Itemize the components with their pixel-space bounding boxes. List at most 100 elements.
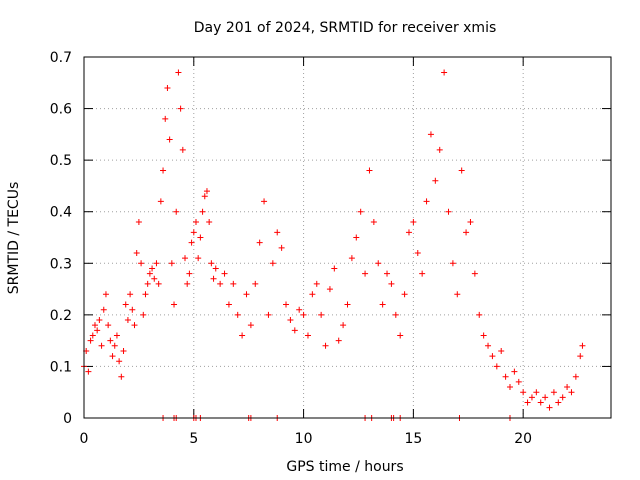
y-tick-label: 0.7: [50, 50, 72, 66]
data-point: [384, 270, 391, 277]
data-point: [520, 389, 527, 396]
data-point: [199, 208, 206, 215]
data-point: [210, 275, 217, 282]
data-point: [269, 260, 276, 267]
data-point: [225, 301, 232, 308]
data-point: [463, 229, 470, 236]
y-tick-label: 0.4: [50, 205, 72, 221]
data-point: [274, 229, 281, 236]
data-point: [173, 208, 180, 215]
data-point: [564, 384, 571, 391]
data-point: [184, 280, 191, 287]
data-point: [313, 280, 320, 287]
data-point: [506, 384, 513, 391]
data-point: [203, 188, 210, 195]
data-point: [370, 219, 377, 226]
x-tick-label: 15: [404, 431, 422, 447]
data-point: [278, 244, 285, 251]
data-point: [133, 249, 140, 256]
data-point: [164, 84, 171, 91]
data-point: [206, 219, 213, 226]
data-point: [458, 167, 465, 174]
data-point: [427, 131, 434, 138]
y-tick-label: 0.2: [50, 308, 72, 324]
data-point: [124, 317, 131, 324]
data-point: [239, 332, 246, 339]
data-point: [572, 373, 579, 380]
data-point: [107, 337, 114, 344]
data-point: [432, 177, 439, 184]
data-point: [533, 389, 540, 396]
data-point: [94, 327, 101, 334]
data-point: [109, 353, 116, 360]
data-point: [555, 399, 562, 406]
data-point: [195, 255, 202, 262]
data-point: [243, 291, 250, 298]
data-point: [419, 270, 426, 277]
y-axis-label: SRMTID / TECUs: [6, 182, 22, 295]
data-point: [493, 363, 500, 370]
data-point: [559, 394, 566, 401]
data-point: [353, 234, 360, 241]
plot-frame: [83, 56, 612, 419]
data-point: [287, 317, 294, 324]
data-point: [550, 389, 557, 396]
data-point: [116, 358, 123, 365]
x-tick-label: 20: [514, 431, 532, 447]
data-point: [485, 342, 492, 349]
data-point: [414, 249, 421, 256]
data-point: [197, 234, 204, 241]
data-point: [335, 337, 342, 344]
grid: [84, 57, 611, 418]
data-point: [445, 208, 452, 215]
data-point: [122, 301, 129, 308]
data-point: [201, 193, 208, 200]
data-point: [179, 146, 186, 153]
data-point: [502, 373, 509, 380]
data-point: [208, 260, 215, 267]
data-point: [212, 265, 219, 272]
data-point: [102, 291, 109, 298]
data-point: [471, 270, 478, 277]
data-point: [362, 270, 369, 277]
data-point: [217, 280, 224, 287]
data-point: [142, 291, 149, 298]
data-point: [100, 306, 107, 313]
data-point: [188, 239, 195, 246]
data-point: [511, 368, 518, 375]
data-point: [221, 270, 228, 277]
y-tick-label: 0.3: [50, 256, 72, 272]
data-point: [149, 265, 156, 272]
data-point: [480, 332, 487, 339]
data-point: [344, 301, 351, 308]
data-point: [542, 394, 549, 401]
y-tick-label: 0.5: [50, 153, 72, 169]
data-point: [296, 306, 303, 313]
data-point: [120, 347, 127, 354]
data-point: [85, 368, 92, 375]
y-tick-label: 0: [63, 411, 72, 427]
data-point: [252, 280, 259, 287]
data-point: [304, 332, 311, 339]
data-point: [91, 322, 98, 329]
data-point: [579, 342, 586, 349]
data-point: [96, 317, 103, 324]
data-point: [375, 260, 382, 267]
data-point: [388, 280, 395, 287]
data-point: [405, 229, 412, 236]
data-point: [291, 327, 298, 334]
data-point: [131, 322, 138, 329]
data-point: [186, 270, 193, 277]
data-point: [113, 332, 120, 339]
x-axis-label: GPS time / hours: [286, 459, 403, 475]
data-point: [135, 219, 142, 226]
y-tick-label: 0.6: [50, 102, 72, 118]
data-point: [247, 322, 254, 329]
data-point: [401, 291, 408, 298]
data-point: [441, 69, 448, 76]
data-point: [265, 311, 272, 318]
data-point: [423, 198, 430, 205]
data-point: [129, 306, 136, 313]
data-point: [160, 167, 167, 174]
